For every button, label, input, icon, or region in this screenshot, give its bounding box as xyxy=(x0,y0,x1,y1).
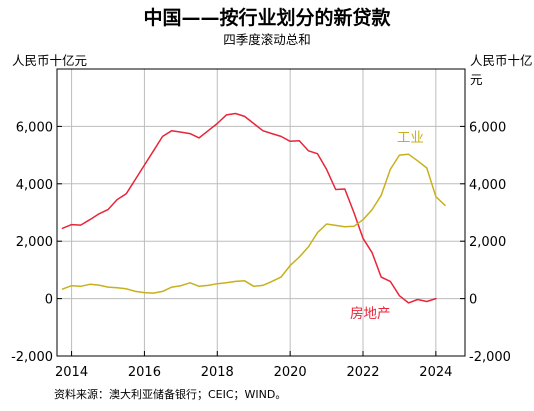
series-line-property xyxy=(61,112,437,304)
series-line-industry xyxy=(61,153,446,294)
right-axis-unit-label: 人民币十亿元 xyxy=(470,53,533,87)
y-tick-label-right: 0 xyxy=(469,293,477,308)
y-tick-label-left: 0 xyxy=(45,293,53,308)
y-tick-label-right: 2,000 xyxy=(469,235,506,250)
source-note: 资料来源：澳大利亚储备银行；CEIC；WIND。 xyxy=(54,388,287,401)
left-axis-unit-label: 人民币十亿元 xyxy=(12,53,88,68)
y-tick-label-right: 4,000 xyxy=(469,178,506,193)
y-tick-label-left: 4,000 xyxy=(16,178,53,193)
x-tick-label: 2022 xyxy=(346,365,379,380)
y-tick-label-left: 6,000 xyxy=(16,120,53,135)
annotation-property: 房地产 xyxy=(350,306,391,322)
annotation-industry: 工业 xyxy=(397,130,424,146)
x-tick-label: 2014 xyxy=(55,365,88,380)
x-tick-label: 2016 xyxy=(128,365,161,380)
y-tick-label-right: 6,000 xyxy=(469,120,506,135)
x-tick-label: 2020 xyxy=(274,365,307,380)
x-tick-label: 2024 xyxy=(419,365,452,380)
plot-frame xyxy=(56,68,466,357)
gridlines xyxy=(57,69,465,357)
chart-title: 中国——按行业划分的新贷款 xyxy=(143,7,391,29)
axis-ticks xyxy=(57,125,465,357)
axis-tick-labels: -2,000 -2,000 0 0 2,000 2,000 4,000 4,000 6,000 6… xyxy=(11,120,511,380)
chart-subtitle: 四季度滚动总和 xyxy=(223,32,311,47)
y-tick-label-left: 2,000 xyxy=(16,235,53,250)
series-lines xyxy=(61,112,446,304)
x-tick-label: 2018 xyxy=(201,365,234,380)
y-tick-label-left: -2,000 xyxy=(11,350,53,365)
y-tick-label-right: -2,000 xyxy=(469,350,511,365)
